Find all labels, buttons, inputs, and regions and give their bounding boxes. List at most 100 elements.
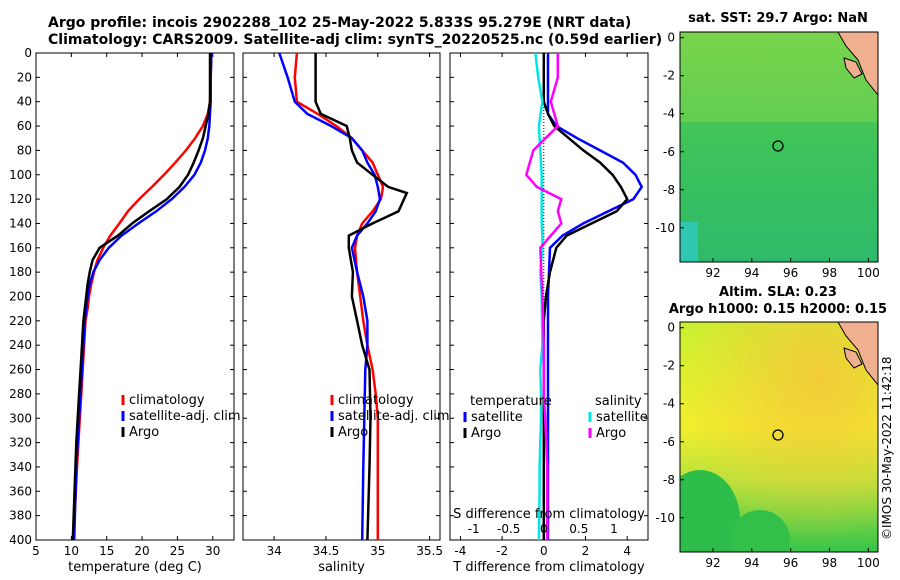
- temperature-series-satellite-adj-clim: [72, 52, 213, 541]
- temperature-series-argo: [71, 53, 212, 541]
- sst-map-ytick-label: -4: [663, 107, 675, 121]
- sla-map-subtitle: Argo h1000: 0.15 h2000: 0.15: [669, 302, 887, 317]
- land-sumatra: [837, 32, 878, 96]
- argo-location-marker: [772, 429, 784, 441]
- difference-xlabel: T difference from climatology: [452, 560, 645, 575]
- temperature-xtick-label: 30: [205, 544, 220, 558]
- temperature-axes-box: [35, 52, 235, 541]
- temperature-ytick-label: 340: [9, 460, 32, 474]
- sst-map-ytick-label: 0: [667, 31, 675, 45]
- sst-map-xtick-label: 100: [857, 266, 880, 280]
- temperature-ytick-label: 60: [17, 119, 32, 133]
- sla-map-axes: 92 94 96 98 100 0 -2 -4 -6 -8 -10: [655, 321, 879, 570]
- sst-map-title: sat. SST: 29.7 Argo: NaN: [688, 11, 868, 26]
- salinity-series-argo: [314, 53, 409, 541]
- difference-top-xtick-label: -1: [468, 522, 480, 536]
- difference-legend-title-salinity: salinity: [595, 394, 642, 409]
- salinity-legend-label: climatology: [338, 393, 414, 408]
- temperature-ytick-label: 180: [9, 265, 32, 279]
- salinity-panel: 34 34.5 35 35.5 salinity climatologysatellite…: [242, 52, 450, 575]
- sla-map-xtick-label: 100: [857, 556, 880, 570]
- land-island: [843, 57, 863, 79]
- difference-legend-label-salinity: Argo: [596, 426, 626, 441]
- difference-legend-label-temperature: satellite: [471, 410, 523, 425]
- salinity-xtick-label: 34.5: [313, 544, 340, 558]
- sst-map-ytick-label: -6: [663, 145, 675, 159]
- salinity-xtick-label: 35.5: [416, 544, 443, 558]
- temperature-ytick-label: 320: [9, 436, 32, 450]
- argo-location-marker: [772, 140, 784, 152]
- land-island: [843, 347, 863, 369]
- sst-map-xtick-label: 94: [744, 266, 759, 280]
- temperature-legend-label: climatology: [129, 393, 205, 408]
- sla-map-ytick-label: -6: [663, 435, 675, 449]
- difference-xtick-label: -2: [496, 544, 508, 558]
- temperature-xtick-label: 20: [134, 544, 149, 558]
- sla-map-ytick-label: 0: [667, 321, 675, 335]
- temperature-xlabel: temperature (deg C): [68, 560, 202, 575]
- temperature-ytick-label: 120: [9, 192, 32, 206]
- difference-xtick-label: 0: [540, 544, 548, 558]
- sla-map-xtick-label: 92: [705, 556, 720, 570]
- sla-map-xtick-label: 94: [744, 556, 759, 570]
- difference-top-xtick-label: 0: [540, 522, 548, 536]
- temperature-ytick-label: 280: [9, 387, 32, 401]
- temperature-ytick-label: 160: [9, 241, 32, 255]
- figure-title-line2: Climatology: CARS2009. Satellite-adj cli…: [48, 32, 663, 48]
- difference-top-xtick-label: 0.5: [569, 522, 588, 536]
- difference-xtick-label: 4: [623, 544, 631, 558]
- salinity-legend-label: satellite-adj. clim: [338, 409, 450, 424]
- difference-legend-title-temperature: temperature: [470, 394, 552, 409]
- sla-map-ytick-label: -10: [655, 511, 675, 525]
- salinity-legend-label: Argo: [338, 425, 368, 440]
- temperature-xtick-label: 25: [170, 544, 185, 558]
- temperature-xtick-label: 15: [99, 544, 114, 558]
- sla-map-xtick-label: 98: [822, 556, 837, 570]
- salinity-series-climatology: [293, 52, 385, 540]
- land-sumatra: [837, 322, 878, 386]
- sla-map-ytick-label: -8: [663, 473, 675, 487]
- difference-legend-label-salinity: satellite: [596, 410, 648, 425]
- temperature-ytick-label: 260: [9, 363, 32, 377]
- difference-top-xtick-label: 1: [610, 522, 618, 536]
- sst-map-xtick-label: 96: [783, 266, 798, 280]
- salinity-series-satellite-adj-clim: [278, 52, 382, 541]
- temperature-ytick-label: 0: [24, 46, 32, 60]
- temperature-ytick-label: 300: [9, 411, 32, 425]
- temperature-xtick-label: 5: [32, 544, 40, 558]
- sla-map: [679, 321, 879, 553]
- temperature-ytick-label: 200: [9, 290, 32, 304]
- temperature-ytick-label: 220: [9, 314, 32, 328]
- sla-map-ytick-label: -2: [663, 359, 675, 373]
- temperature-ytick-label: 20: [17, 70, 32, 84]
- temperature-legend-label: satellite-adj. clim: [129, 409, 241, 424]
- difference-series-s-satellite: [534, 52, 544, 541]
- sst-map: [679, 31, 879, 263]
- sst-map-ytick-label: -10: [655, 221, 675, 235]
- sst-map-axes: 92 94 96 98 100 0 -2 -4 -6 -8 -10: [655, 31, 879, 280]
- salinity-xlabel: salinity: [318, 560, 365, 575]
- copyright-stamp: ©IMOS 30-May-2022 11:42:18: [880, 356, 894, 540]
- temperature-ytick-label: 240: [9, 338, 32, 352]
- difference-series-s-argo: [524, 53, 563, 540]
- temperature-xtick-label: 10: [64, 544, 79, 558]
- sla-map-ytick-label: -4: [663, 397, 675, 411]
- sst-map-ytick-label: -2: [663, 69, 675, 83]
- temperature-ytick-label: 80: [17, 143, 32, 157]
- figure-title-line1: Argo profile: incois 2902288_102 25-May-…: [48, 15, 632, 31]
- salinity-xtick-label: 34: [266, 544, 281, 558]
- sst-map-xtick-label: 92: [705, 266, 720, 280]
- sla-map-xtick-label: 96: [783, 556, 798, 570]
- temperature-ytick-label: 360: [9, 484, 32, 498]
- temperature-legend-label: Argo: [129, 425, 159, 440]
- salinity-xtick-label: 35: [370, 544, 385, 558]
- temperature-ytick-label: 100: [9, 168, 32, 182]
- difference-panel: -4 -2 0 2 4 T difference from climatology S di…: [449, 52, 649, 575]
- temperature-ytick-label: 140: [9, 216, 32, 230]
- difference-xtick-label: 2: [582, 544, 590, 558]
- salinity-axes-box: [242, 52, 441, 541]
- temperature-ytick-label: 380: [9, 509, 32, 523]
- temperature-ytick-label: 400: [9, 533, 32, 547]
- difference-top-xlabel: S difference from climatology: [453, 507, 645, 522]
